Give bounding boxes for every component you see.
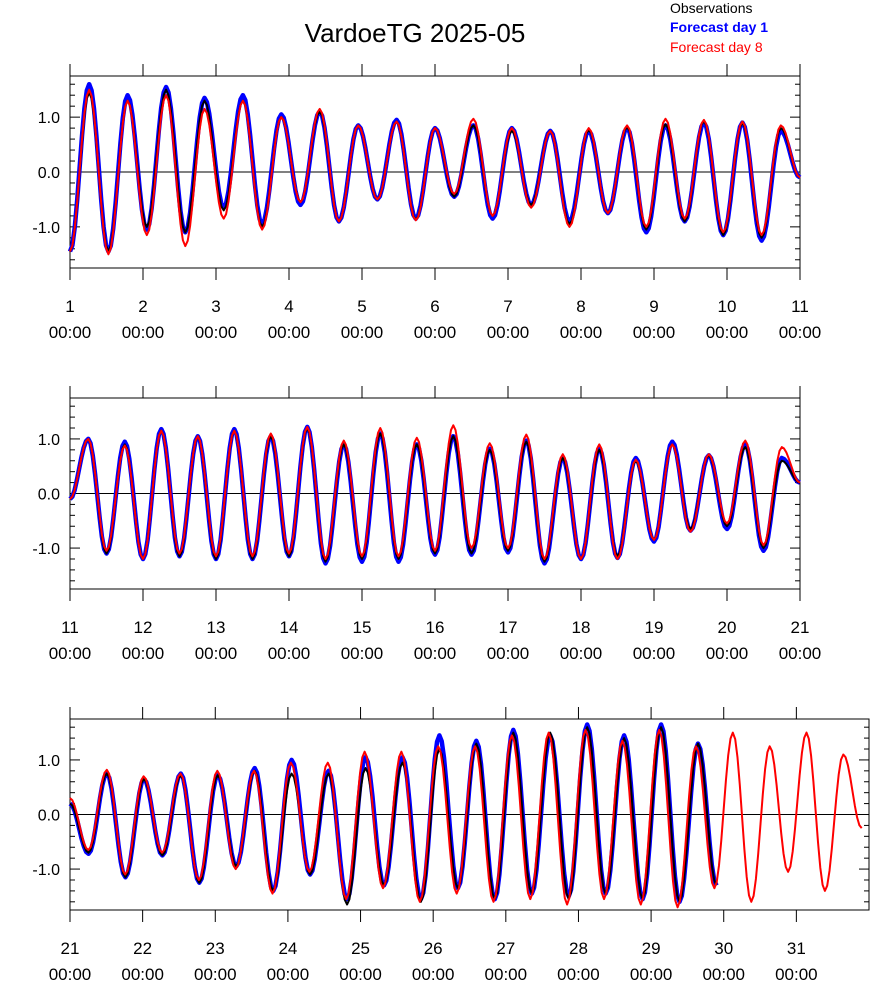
x-tick-label-time: 00:00: [557, 965, 600, 984]
panel-days-1-10: -1.0 0.0 1.0 1 00:00 2 00:00 3 00:00 4 00:00 5 00:00…: [32, 64, 821, 342]
x-tick-label-time: 00:00: [633, 644, 676, 663]
x-tick-label-day: 30: [714, 939, 733, 958]
x-tick-label-time: 00:00: [706, 644, 749, 663]
x-tick-label-day: 21: [791, 618, 810, 637]
series-forecast-day-1: [68, 424, 801, 566]
series-observations: [69, 427, 801, 563]
x-tick-label-time: 00:00: [267, 965, 310, 984]
x-tick-label-time: 00:00: [49, 644, 92, 663]
legend-forecast-day-1: Forecast day 1: [670, 19, 768, 35]
y-tick-label: 0.0: [38, 165, 60, 182]
x-tick-label-day: 27: [496, 939, 515, 958]
legend-forecast-day-8: Forecast day 8: [670, 39, 763, 55]
x-tick-label-day: 18: [572, 618, 591, 637]
y-tick-label: 0.0: [38, 487, 60, 504]
x-tick-label-day: 1: [65, 297, 74, 316]
x-tick-label-day: 13: [207, 618, 226, 637]
x-tick-label-day: 11: [791, 297, 809, 316]
x-tick-label-day: 29: [642, 939, 661, 958]
x-tick-label-day: 22: [133, 939, 152, 958]
x-tick-label-day: 3: [211, 297, 220, 316]
x-tick-label-time: 00:00: [414, 323, 457, 342]
x-tick-label-time: 00:00: [485, 965, 528, 984]
x-tick-label-time: 00:00: [487, 323, 530, 342]
x-tick-label-time: 00:00: [560, 323, 603, 342]
x-tick-label-time: 00:00: [195, 323, 238, 342]
x-tick-label-day: 8: [576, 297, 585, 316]
x-tick-label-time: 00:00: [122, 644, 165, 663]
y-tick-label: 0.0: [38, 808, 60, 825]
y-tick-label: 1.0: [38, 110, 60, 127]
x-tick-label-time: 00:00: [487, 644, 530, 663]
x-tick-label-day: 7: [503, 297, 512, 316]
x-tick-label-day: 20: [718, 618, 737, 637]
x-tick-label-day: 21: [61, 939, 80, 958]
x-tick-label-time: 00:00: [341, 644, 384, 663]
x-tick-label-time: 00:00: [122, 323, 165, 342]
x-tick-label-day: 28: [569, 939, 588, 958]
series-forecast-day-8: [69, 88, 801, 256]
x-tick-label-time: 00:00: [412, 965, 455, 984]
x-tick-label-day: 16: [426, 618, 445, 637]
x-tick-label-time: 00:00: [49, 323, 92, 342]
x-tick-label-time: 00:00: [633, 323, 676, 342]
legend-observations: Observations: [670, 0, 752, 16]
x-tick-label-time: 00:00: [775, 965, 818, 984]
x-tick-label-day: 15: [353, 618, 372, 637]
x-tick-label-day: 10: [718, 297, 737, 316]
x-tick-label-day: 11: [61, 618, 79, 637]
series-forecast-day-8: [69, 424, 801, 560]
x-tick-label-day: 25: [351, 939, 370, 958]
x-tick-label-time: 00:00: [341, 323, 384, 342]
x-tick-label-time: 00:00: [194, 965, 237, 984]
x-tick-label-time: 00:00: [268, 323, 311, 342]
x-tick-label-time: 00:00: [702, 965, 745, 984]
x-tick-label-day: 9: [649, 297, 658, 316]
x-tick-label-day: 4: [284, 297, 293, 316]
chart-title: VardoeTG 2025-05: [305, 18, 526, 48]
y-tick-label: -1.0: [32, 220, 60, 237]
x-tick-label-day: 14: [280, 618, 299, 637]
x-tick-label-day: 5: [357, 297, 366, 316]
x-tick-label-day: 17: [499, 618, 518, 637]
x-tick-label-time: 00:00: [779, 644, 822, 663]
x-tick-label-day: 19: [645, 618, 664, 637]
series-forecast-day-1: [67, 81, 802, 254]
x-tick-label-day: 26: [424, 939, 443, 958]
y-tick-label: 1.0: [38, 753, 60, 770]
x-tick-label-time: 00:00: [414, 644, 457, 663]
y-tick-label: -1.0: [32, 541, 60, 558]
x-tick-label-day: 23: [206, 939, 225, 958]
panel-days-21-31: -1.0 0.0 1.0 21 00:00 22 00:00 23 00:00 24 00:00 25…: [32, 707, 870, 984]
y-tick-label: 1.0: [38, 432, 60, 449]
legend: Observations Forecast day 1 Forecast day…: [670, 0, 768, 55]
x-tick-label-day: 31: [787, 939, 806, 958]
x-tick-label-time: 00:00: [268, 644, 311, 663]
y-tick-label: -1.0: [32, 862, 60, 879]
x-tick-label-time: 00:00: [339, 965, 382, 984]
x-tick-label-time: 00:00: [195, 644, 238, 663]
x-tick-label-day: 2: [138, 297, 147, 316]
x-tick-label-time: 00:00: [706, 323, 749, 342]
series-observations: [69, 88, 801, 253]
panel-days-11-20: -1.0 0.0 1.0 11 00:00 12 00:00 13 00:00 14 00:00 15…: [32, 386, 821, 663]
series-forecast-day-8: [69, 728, 863, 909]
x-tick-label-day: 24: [278, 939, 297, 958]
x-tick-label-time: 00:00: [630, 965, 673, 984]
x-tick-label-day: 12: [134, 618, 153, 637]
x-tick-label-time: 00:00: [560, 644, 603, 663]
x-tick-label-time: 00:00: [121, 965, 164, 984]
x-tick-label-time: 00:00: [49, 965, 92, 984]
x-tick-label-time: 00:00: [779, 323, 822, 342]
x-tick-label-day: 6: [430, 297, 439, 316]
